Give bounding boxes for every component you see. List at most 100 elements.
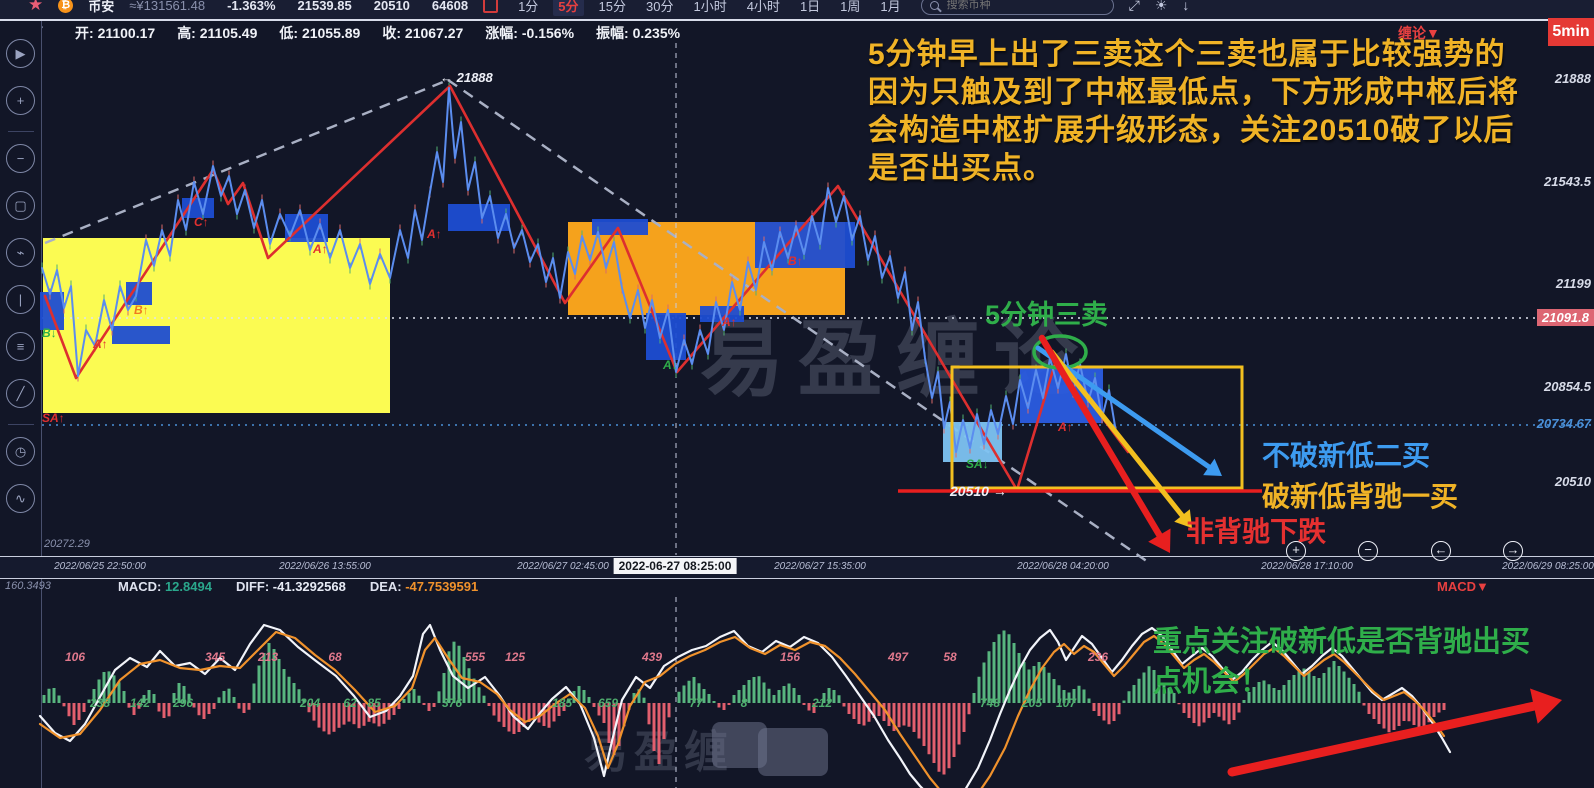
ohlc-stat: 收: 21067.27	[382, 25, 464, 41]
macd-peak-label: 345	[204, 650, 226, 664]
theme-icon[interactable]: ☀	[1154, 0, 1168, 13]
search-input[interactable]	[944, 0, 1069, 12]
search-box[interactable]	[920, 0, 1114, 15]
rectangle-tool-icon[interactable]: ▢	[6, 191, 35, 220]
alarm-icon[interactable]: ◷	[6, 437, 35, 466]
download-icon[interactable]: ↓	[1182, 0, 1190, 13]
time-axis-label: 2022/06/25 22:50:00	[54, 561, 146, 572]
macd-trough-label: 85	[367, 696, 381, 710]
pan-left-button[interactable]: ←	[1431, 541, 1451, 561]
annotation-line: 会构造中枢扩展升级形态，关注20510破了以后	[868, 114, 1515, 147]
ohlc-stats: 开: 21100.17 高: 21105.49 低: 21055.89 收: 2106…	[75, 23, 680, 43]
ticker-stat: 20510	[373, 0, 410, 13]
macd-indicator-dropdown[interactable]: MACD▼	[1437, 579, 1489, 594]
ohlc-stat: 振幅: 0.235%	[596, 25, 681, 41]
time-axis-label: 2022-06-27 08:25:00	[613, 558, 737, 574]
time-axis-label: 2022/06/27 15:35:00	[774, 561, 866, 572]
timeframe-tab-1月[interactable]: 1月	[880, 0, 901, 14]
macd-peak-label: 125	[504, 650, 526, 664]
fullscreen-icon[interactable]: ⤢	[1128, 0, 1140, 13]
macd-peak-label: 58	[943, 650, 957, 664]
zoom-out-button[interactable]: −	[1358, 541, 1378, 561]
indicator-layout-icon[interactable]	[483, 0, 499, 13]
search-icon	[929, 0, 939, 10]
price-axis-label: 21199	[1555, 276, 1591, 291]
time-axis-label: 2022/06/27 02:45:00	[517, 561, 609, 572]
wave-tool-icon[interactable]: ∿	[6, 484, 35, 513]
dea-value: -47.7539591	[405, 579, 479, 594]
macd-trough-label: 8	[740, 696, 748, 710]
pivot-box-light	[943, 422, 1002, 462]
macd-header: 160.3493 MACD: 12.8494 DIFF: -41.3292568…	[0, 579, 1594, 596]
diff-label: DIFF:	[235, 579, 270, 594]
draw-line-tool-icon[interactable]: ╱	[6, 379, 35, 408]
timeframe-tab-15分[interactable]: 15分	[598, 0, 626, 14]
zoom-in-button[interactable]: +	[1286, 541, 1306, 561]
vertical-line-tool-icon[interactable]: |	[6, 285, 35, 314]
macd-peak-label: 156	[779, 650, 801, 664]
timeframe-tab-1日[interactable]: 1日	[799, 0, 821, 14]
segment-mark-label: A↑	[1058, 420, 1073, 434]
price-axis-label: 20510	[1554, 474, 1591, 489]
macd-trough-label: 748	[979, 696, 1001, 710]
price-axis-label: 21543.5	[1544, 174, 1591, 189]
ohlc-stat: 高: 21105.49	[177, 25, 258, 41]
add-icon[interactable]: +	[6, 86, 35, 115]
toolbar-divider	[7, 424, 34, 425]
segment-mark-label: A↓	[663, 358, 678, 372]
macd-label: MACD:	[118, 579, 162, 594]
macd-trough-label: 185	[551, 696, 573, 710]
segment-mark-label: SA↑	[42, 411, 65, 425]
annotation-line: 因为只触及到了中枢最低点，下方形成中枢后将	[868, 76, 1519, 109]
macd-smudge	[758, 728, 828, 776]
pivot-box	[448, 204, 510, 231]
timeframe-tab-4小时[interactable]: 4小时	[746, 0, 780, 14]
trend-dashed-up	[44, 78, 449, 245]
segment-mark-label: C↑	[194, 215, 209, 229]
time-axis-label: 2022/06/29 08:25:00	[1502, 561, 1594, 572]
timeframe-tab-1分[interactable]: 1分	[518, 0, 539, 14]
timeframe-tab-1周[interactable]: 1周	[840, 0, 861, 14]
top-navigation-bar: ★ ₿ 币安 ≈¥131561.48 -1.363% 21539.85 20510 64…	[0, 0, 1594, 21]
macd-peak-label: 213	[257, 650, 279, 664]
time-axis-label: 2022/06/28 04:20:00	[1017, 561, 1109, 572]
annotation-line: 5分钟早上出了三卖这个三卖也属于比较强势的	[868, 38, 1506, 71]
interval-badge[interactable]: 5min	[1548, 18, 1594, 46]
settings-icon[interactable]: ≡	[6, 332, 35, 361]
segment-mark-label: B↓	[42, 326, 57, 340]
pan-right-button[interactable]: →	[1503, 541, 1523, 561]
macd-trough-label: 212	[811, 696, 833, 710]
ticker-stat: ≈¥131561.48	[129, 0, 206, 13]
timeframe-tab-1小时[interactable]: 1小时	[693, 0, 727, 14]
diff-value: -41.3292568	[272, 579, 346, 594]
first-buy-note: 破新低背驰一买	[1262, 481, 1459, 512]
drawing-toolbar: ▶ + − ▢ ⌁ | ≡ ╱ ◷ ∿	[0, 21, 42, 788]
macd-trough-label: 107	[1055, 696, 1077, 710]
timeframe-tab-5分[interactable]: 5分	[553, 0, 584, 16]
cursor-icon[interactable]: ▶	[6, 39, 35, 68]
ticker-stat: -1.363%	[227, 0, 276, 13]
yellow-zone-box	[43, 238, 390, 413]
pivot-box	[646, 313, 686, 360]
price-axis-label: 20734.67	[1536, 416, 1591, 431]
timeframe-tab-30分[interactable]: 30分	[646, 0, 674, 14]
segment-mark-label: B↑	[788, 254, 803, 268]
remove-icon[interactable]: −	[6, 144, 35, 173]
ticker-stat: 64608	[431, 0, 469, 13]
favorite-star-icon[interactable]: ★	[28, 0, 44, 14]
non-divergence-note: 非背驰下跌	[1186, 516, 1327, 547]
macd-trough-label: 296	[172, 696, 194, 710]
macd-trough-label: 659	[597, 696, 619, 710]
macd-peak-label: 68	[328, 650, 342, 664]
timeframe-tabs: 1分 5分 15分 30分 1小时 4小时 1日 1周 1月	[513, 0, 906, 16]
trendline-tool-icon[interactable]: ⌁	[6, 238, 35, 267]
time-axis-label: 2022/06/28 17:10:00	[1261, 561, 1353, 572]
bitcoin-icon: ₿	[58, 0, 74, 13]
watermark: 易盈缠	[584, 728, 734, 777]
macd-stats: MACD: 12.8494 DIFF: -41.3292568 DEA: -47…	[118, 579, 478, 594]
symbol-name[interactable]: 币安	[88, 0, 115, 14]
third-sell-label: 5分钟三卖	[985, 300, 1109, 330]
overlay-selector-dropdown[interactable]: 缠论▼	[1398, 25, 1440, 41]
macd-peak-label: 236	[1087, 650, 1109, 664]
